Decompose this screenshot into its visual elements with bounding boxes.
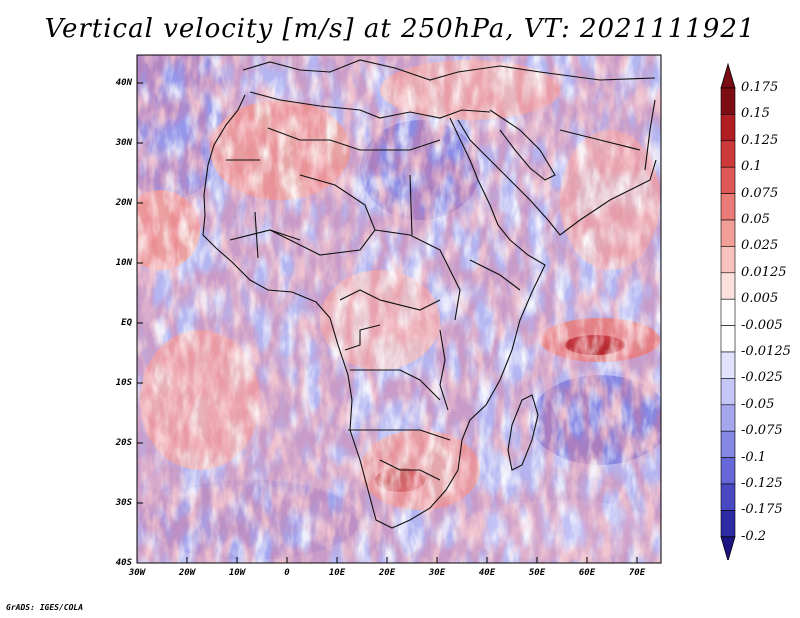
lon-label-30w: 30W [128,568,146,578]
colorbar-swatch [720,483,736,511]
colorbar-label: 0.075 [741,185,779,201]
lat-label-eq: EQ [121,318,132,328]
colorbar-swatch [720,378,736,406]
colorbar-swatch [720,404,736,432]
colorbar-swatch [720,140,736,168]
colorbar-swatch [720,351,736,379]
lat-label-40s: 40S [115,558,132,568]
lat-label-30s: 30S [115,498,132,508]
axis-ticks [136,82,638,563]
colorbar-swatch [720,298,736,326]
colorbar-swatch [720,219,736,247]
lon-label-60e: 60E [578,568,596,578]
colorbar-label: 0.125 [741,132,779,148]
map-frame [136,54,662,564]
lon-label-30e: 30E [428,568,446,578]
colorbar [720,62,736,560]
colorbar-label: 0.025 [741,238,779,254]
lon-label-20e: 20E [378,568,396,578]
lon-label-10w: 10W [228,568,246,578]
colorbar-swatch [720,272,736,300]
colorbar-swatch [720,193,736,221]
colorbar-label: -0.075 [741,423,783,439]
colorbar-swatch [720,430,736,458]
lat-label-40n: 40N [115,78,132,88]
colorbar-swatch [720,457,736,485]
colorbar-label: -0.0125 [741,344,791,359]
colorbar-label: -0.005 [741,317,783,333]
lon-label-70e: 70E [628,568,646,578]
colorbar-label: -0.05 [741,396,775,412]
colorbar-label: 0.005 [741,291,779,307]
colorbar-bottom-arrow [720,536,736,560]
colorbar-swatch [720,114,736,142]
colorbar-label: -0.125 [741,476,783,491]
colorbar-swatch [720,87,736,115]
lon-label-10e: 10E [328,568,346,578]
colorbar-label: 0.15 [741,106,770,122]
lon-label-0: 0 [284,568,290,578]
colorbar-label: 0.0125 [741,264,787,280]
colorbar-label: 0.1 [741,159,762,175]
colorbar-label: -0.175 [741,502,783,518]
coastlines [202,59,657,529]
lon-label-20w: 20W [178,568,196,578]
lat-label-30n: 30N [115,138,132,148]
colorbar-swatch [720,325,736,353]
colorbar-swatch [720,510,736,538]
colorbar-label: 0.175 [741,80,779,95]
colorbar-label: -0.025 [741,370,783,386]
lat-label-20s: 20S [115,438,132,448]
map-title: Vertical velocity [m/s] at 250hPa, VT: 2… [44,14,756,44]
colorbar-swatch [720,246,736,274]
colorbar-label: 0.05 [741,212,770,227]
colorbar-top-arrow [720,62,736,89]
credit-text: GrADS: IGES/COLA [6,603,84,612]
lat-label-10n: 10N [115,258,132,268]
vertical-velocity-field [137,55,661,563]
lon-label-50e: 50E [528,568,546,578]
colorbar-swatch [720,166,736,194]
lat-label-20n: 20N [115,198,132,208]
lat-label-10s: 10S [115,378,132,388]
colorbar-label: -0.2 [741,528,767,544]
colorbar-label: -0.1 [741,449,767,465]
lon-label-40e: 40E [478,568,496,578]
